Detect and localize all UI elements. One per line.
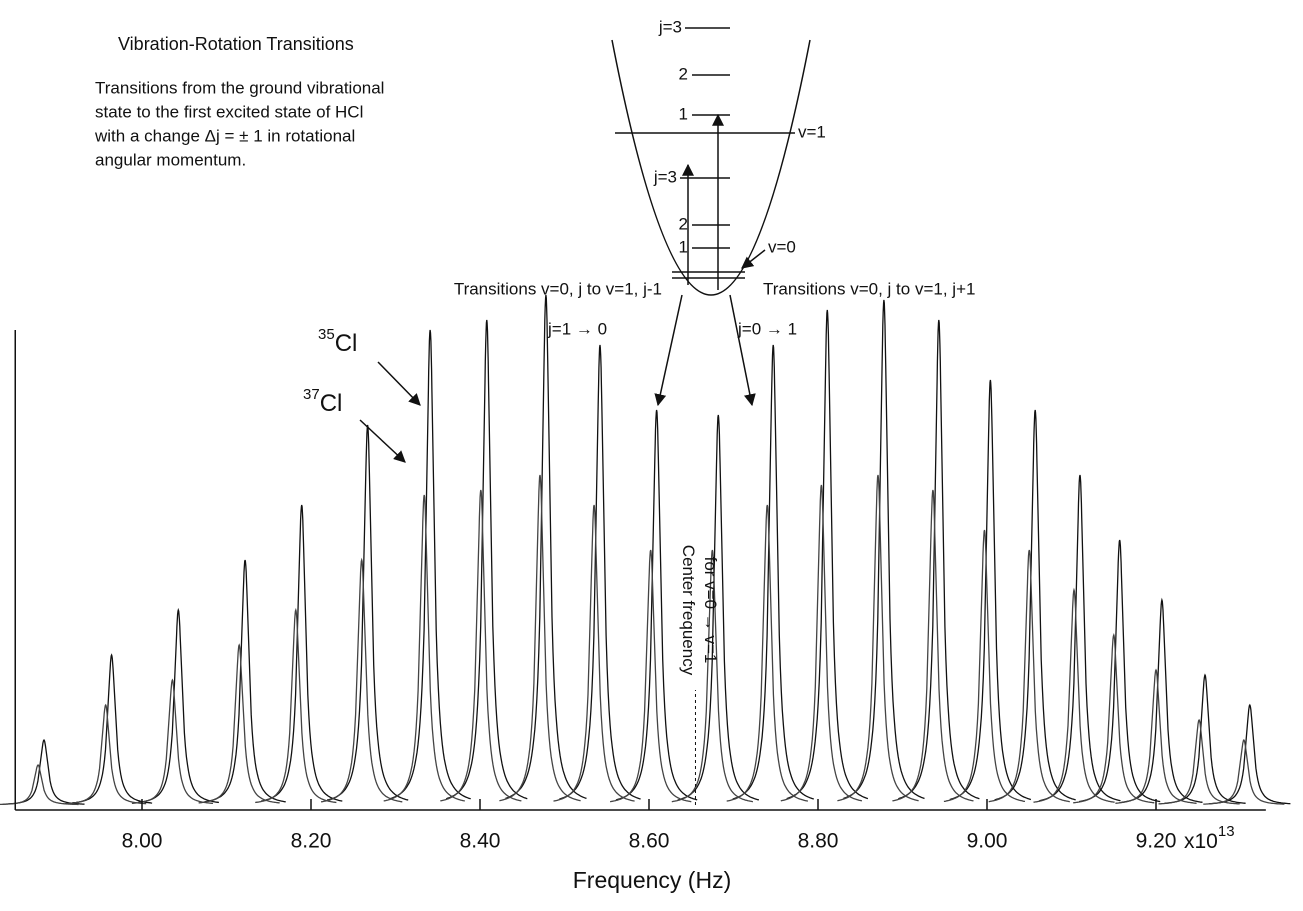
arrow (741, 249, 766, 269)
x-axis-label: Frequency (Hz) (573, 867, 731, 893)
peak (609, 549, 692, 803)
isotope-symbol: Cl (335, 330, 358, 357)
peak (204, 559, 286, 803)
peak (837, 474, 919, 802)
peak (326, 424, 409, 801)
isotope-label: 35Cl (318, 326, 357, 357)
description-line: Transitions from the ground vibrational (95, 78, 384, 97)
description-line: angular momentum. (95, 150, 246, 169)
x-tick-label: 8.60 (629, 830, 670, 853)
peak (553, 504, 635, 802)
peak (131, 678, 214, 805)
isotope-mass: 37 (303, 386, 320, 403)
peak (1164, 673, 1246, 804)
peak (1078, 539, 1161, 803)
level-label: 1 (679, 237, 688, 256)
x-multiplier: x1013 (1184, 823, 1235, 853)
peak (1209, 703, 1291, 805)
x-tick-label: 9.20 (1136, 830, 1177, 853)
x-tick-label: 9.00 (967, 830, 1008, 853)
peak (389, 329, 471, 800)
isotope-symbol: Cl (320, 390, 343, 417)
transition-label: j=0 → 1 (737, 319, 797, 338)
peak (780, 484, 863, 802)
peak (1039, 474, 1121, 802)
level-label: j=3 (653, 167, 677, 186)
level-label: 2 (679, 64, 688, 83)
peak (70, 653, 153, 804)
branch-label: Transitions v=0, j to v=1, j+1 (763, 279, 975, 298)
peak (499, 474, 581, 802)
peak (671, 549, 754, 803)
peak (1203, 739, 1285, 805)
potential-curve (611, 39, 811, 296)
multiplier-base: x10 (1184, 830, 1218, 853)
arrow (654, 294, 683, 407)
state-label: v=0 (768, 237, 796, 256)
peak (1033, 587, 1115, 803)
peak (440, 489, 522, 802)
peak (1073, 633, 1155, 804)
level-label: 1 (679, 104, 688, 123)
peak (446, 319, 528, 800)
peak (732, 344, 814, 800)
peak (559, 344, 641, 800)
peak (65, 703, 147, 805)
title: Vibration-Rotation Transitions (118, 34, 354, 54)
isotope-label: 37Cl (303, 386, 342, 417)
level-label: 2 (679, 214, 688, 233)
level-label: j=3 (658, 17, 682, 36)
peak (198, 643, 280, 804)
x-tick-label: 8.00 (122, 830, 163, 853)
peak (137, 607, 220, 804)
peak (726, 504, 809, 802)
isotope-mass: 35 (318, 326, 335, 343)
x-tick-label: 8.40 (460, 830, 501, 853)
arrow (729, 294, 756, 407)
peak (949, 379, 1032, 801)
peak (383, 494, 465, 802)
peak (505, 294, 587, 800)
peak (943, 529, 1026, 803)
peak (0, 764, 79, 806)
peak (1121, 597, 1203, 803)
peak (260, 504, 343, 802)
x-tick-label: 8.20 (291, 830, 332, 853)
description-line: state to the first excited state of HCl (95, 102, 363, 121)
peak (321, 557, 403, 803)
center-label: for v=0 → v=1 (701, 557, 720, 664)
spectrum (0, 294, 1291, 806)
multiplier-exponent: 13 (1218, 823, 1235, 840)
arrow (377, 361, 421, 406)
transition-label: j=1 → 0 (547, 319, 607, 338)
energy-diagram (359, 27, 811, 463)
peak (843, 299, 925, 800)
branch-label: Transitions v=0, j to v=1, j-1 (454, 279, 662, 298)
peak (1115, 668, 1197, 804)
peak (892, 489, 974, 802)
peak (994, 409, 1076, 801)
peak (255, 607, 337, 804)
center-label: Center frequency (679, 545, 698, 676)
x-tick-label: 8.80 (798, 830, 839, 853)
peak (786, 309, 869, 800)
peak (898, 319, 980, 800)
description-line: with a change Δj = ± 1 in rotational (94, 126, 355, 145)
peak (988, 549, 1070, 803)
state-label: v=1 (798, 122, 826, 141)
peak (1158, 718, 1240, 805)
